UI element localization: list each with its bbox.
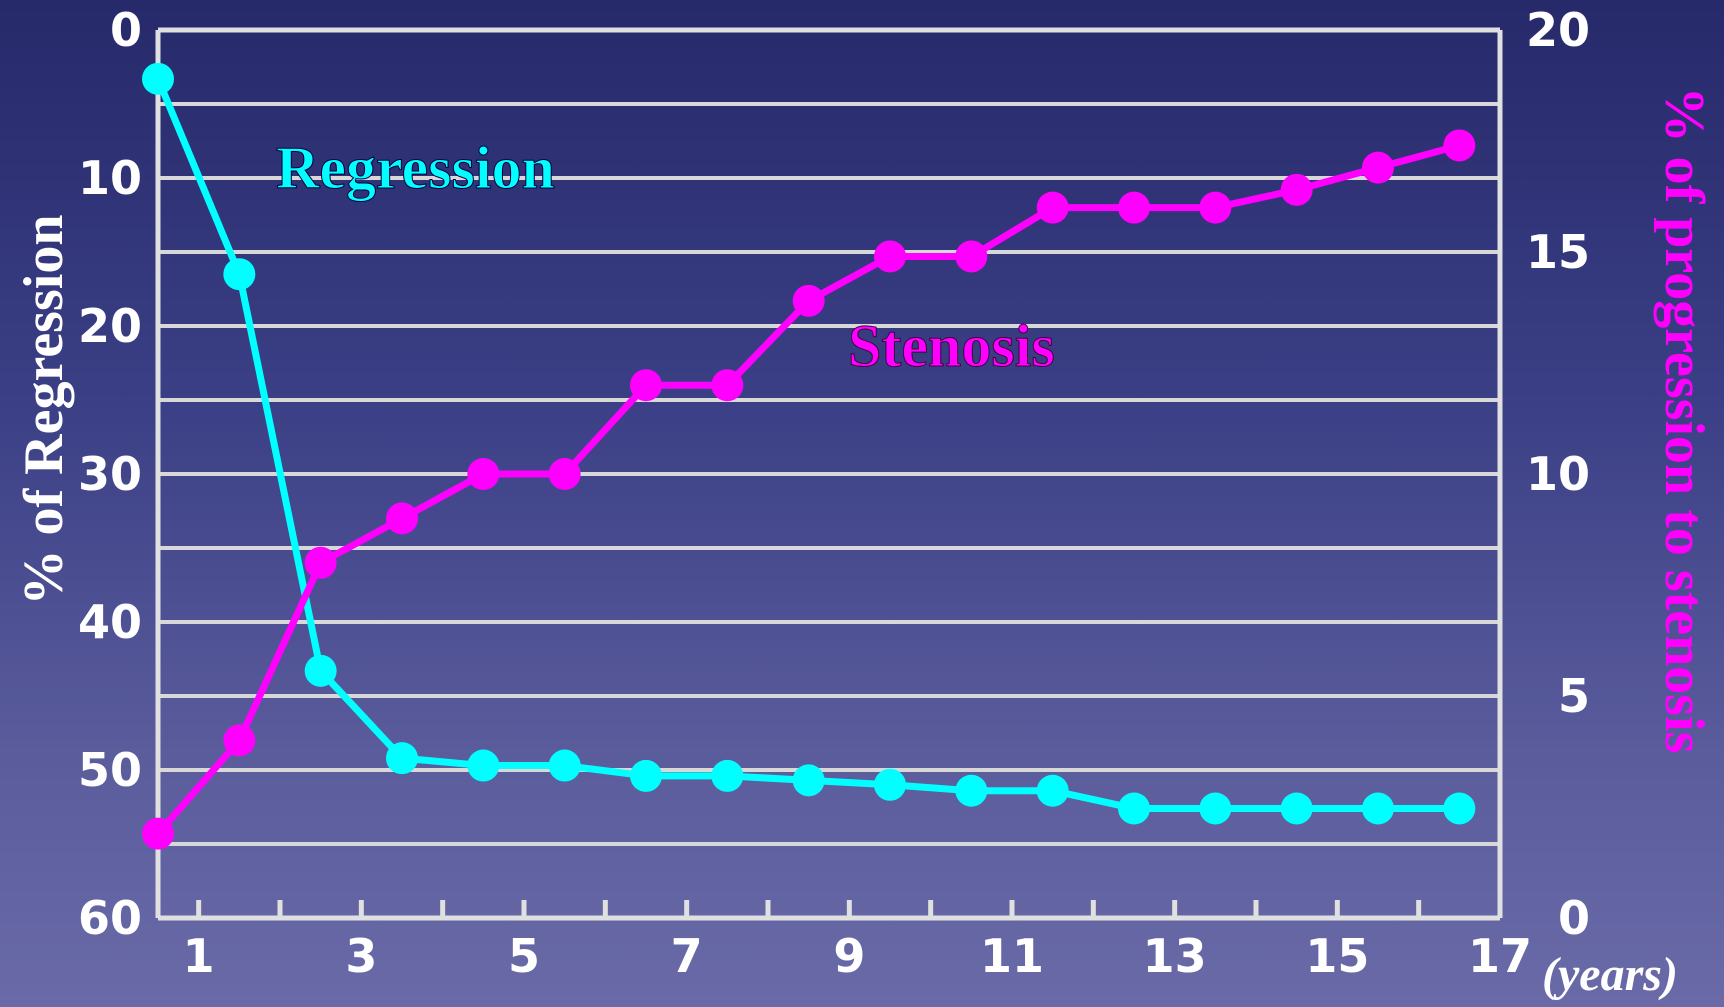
data-point-regression <box>792 764 825 797</box>
data-point-regression <box>1362 792 1394 825</box>
data-point-regression <box>1280 792 1313 825</box>
data-point-regression <box>1036 774 1069 807</box>
data-point-regression <box>1199 792 1232 825</box>
y-left-tick-label: 10 <box>78 151 142 205</box>
y-axis-right: 0 5 10 15 20 <box>1526 3 1590 945</box>
series-line-stenosis <box>154 141 1463 838</box>
y-right-tick-label: 5 <box>1558 669 1590 723</box>
x-tick-label: 9 <box>833 929 865 983</box>
y-left-tick-label: 60 <box>78 891 142 945</box>
data-point-stenosis <box>1036 191 1069 224</box>
data-point-stenosis <box>792 284 825 317</box>
data-point-stenosis <box>955 240 988 273</box>
x-axis-units: (years) <box>1542 948 1678 1001</box>
data-point-stenosis <box>1280 173 1313 206</box>
y-right-tick-label: 20 <box>1526 3 1590 57</box>
data-point-regression <box>1443 792 1476 825</box>
x-axis: 1 3 5 7 9 11 13 15 17 <box>183 900 1532 983</box>
y-right-tick-label: 10 <box>1526 447 1590 501</box>
y-left-tick-label: 20 <box>78 299 142 353</box>
data-point-stenosis <box>142 817 174 850</box>
data-point-regression <box>955 774 988 807</box>
data-point-stenosis <box>1443 129 1476 162</box>
data-point-stenosis <box>304 546 337 579</box>
y-right-tick-label: 15 <box>1526 225 1590 279</box>
y-axis-left: 0 10 20 30 40 50 60 <box>78 3 142 945</box>
x-tick-label: 17 <box>1468 929 1532 983</box>
data-point-regression <box>304 654 337 687</box>
data-point-regression <box>874 768 906 801</box>
y-left-tick-label: 50 <box>78 743 142 797</box>
data-point-regression <box>711 759 744 792</box>
data-point-regression <box>630 759 662 792</box>
y-axis-left-label: % of Regression <box>13 215 75 606</box>
data-point-stenosis <box>1199 191 1232 224</box>
data-point-stenosis <box>1362 151 1394 184</box>
series-label-regression: Regression <box>276 135 555 201</box>
x-tick-label: 5 <box>508 929 540 983</box>
series-label-stenosis: Stenosis <box>848 313 1055 379</box>
grid-lines <box>158 102 1500 846</box>
y-right-tick-label: 0 <box>1558 891 1590 945</box>
data-point-regression <box>1118 792 1150 825</box>
series-layer <box>142 62 1476 850</box>
data-point-stenosis <box>548 458 581 490</box>
data-point-stenosis <box>711 369 744 402</box>
y-left-tick-label: 30 <box>78 447 142 501</box>
data-point-regression <box>142 62 174 95</box>
x-tick-label: 11 <box>980 929 1044 983</box>
y-left-tick-label: 0 <box>110 3 142 57</box>
plot-frame <box>155 27 1503 921</box>
data-point-regression <box>223 258 256 291</box>
y-left-tick-label: 40 <box>78 595 142 649</box>
data-point-regression <box>548 749 581 782</box>
data-point-stenosis <box>630 369 662 402</box>
data-point-stenosis <box>467 458 500 490</box>
x-tick-label: 1 <box>183 929 215 983</box>
data-point-stenosis <box>223 724 256 757</box>
data-point-stenosis <box>874 240 906 273</box>
x-tick-label: 13 <box>1143 929 1207 983</box>
data-point-stenosis <box>1118 191 1150 224</box>
data-point-regression <box>386 742 418 775</box>
x-tick-label: 7 <box>671 929 703 983</box>
x-tick-label: 3 <box>345 929 377 983</box>
data-point-stenosis <box>386 502 418 535</box>
x-tick-label: 15 <box>1305 929 1369 983</box>
data-point-regression <box>467 749 500 782</box>
y-axis-right-label: % of progression to stenosis <box>1653 87 1715 754</box>
